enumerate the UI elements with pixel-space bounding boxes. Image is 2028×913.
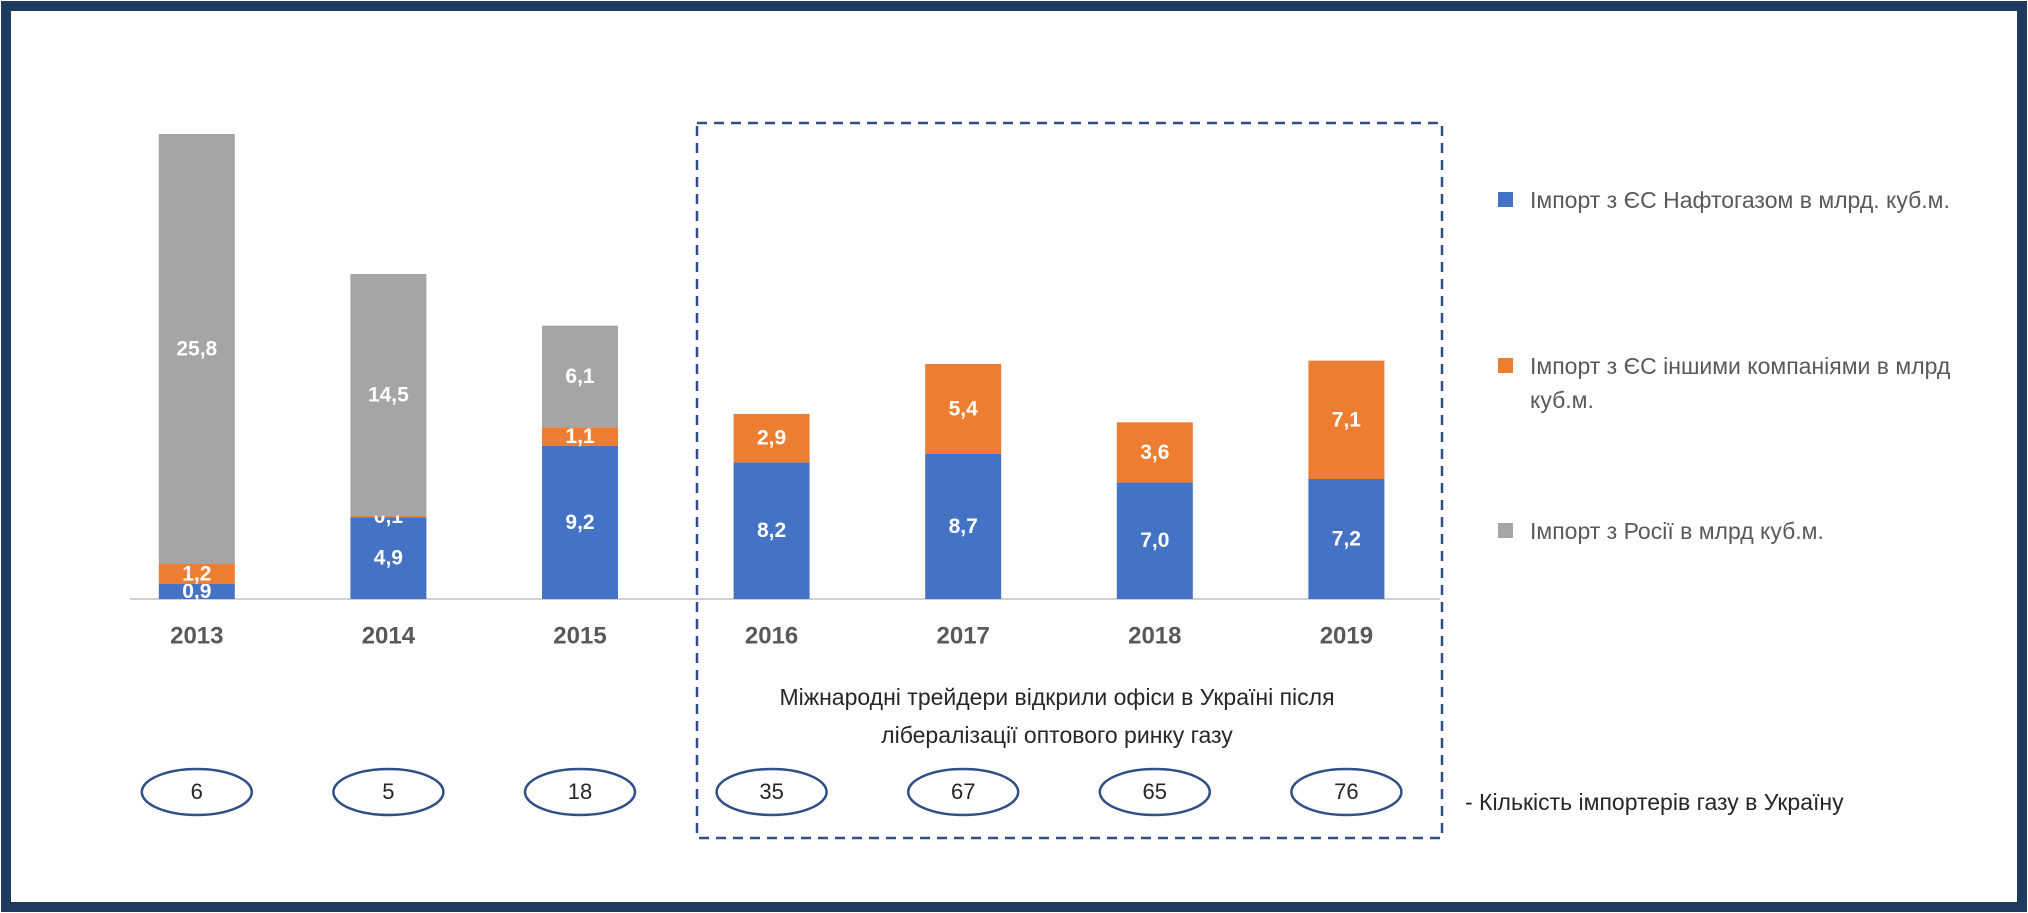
data-label: 5,4 — [949, 398, 979, 421]
bar-segment — [158, 584, 235, 599]
bar-segment — [350, 515, 427, 518]
importer-oval — [1098, 767, 1212, 817]
x-tick-label: 2018 — [1128, 622, 1181, 649]
bar-segment — [1116, 422, 1193, 483]
importer-count: 5 — [382, 779, 394, 804]
bar-segment — [925, 364, 1002, 454]
bar-segment — [1308, 360, 1385, 479]
bar-segment — [350, 274, 427, 516]
bar-segment — [542, 427, 618, 446]
data-label: 3,6 — [1140, 441, 1169, 464]
x-tick-label: 2013 — [170, 622, 223, 649]
importer-count: 18 — [568, 779, 592, 804]
legend-swatch — [1498, 358, 1513, 373]
data-label: 1,2 — [182, 563, 211, 586]
data-label: 25,8 — [176, 338, 217, 361]
x-tick-label: 2016 — [745, 622, 798, 649]
importer-count: 67 — [951, 779, 975, 804]
bar-segment — [1116, 482, 1193, 599]
legend-swatch — [1498, 523, 1513, 538]
data-label: 1,1 — [565, 425, 595, 448]
importer-oval — [523, 767, 637, 817]
data-label: 9,2 — [565, 511, 594, 534]
data-label: 7,2 — [1332, 528, 1361, 551]
data-label: 8,7 — [949, 515, 978, 538]
bar-segment — [350, 517, 427, 599]
importer-oval — [906, 767, 1020, 817]
x-tick-label: 2019 — [1320, 622, 1373, 649]
data-label: 2,9 — [757, 427, 786, 450]
annotation: лібералізації оптового ринку газу — [881, 722, 1233, 748]
x-tick-label: 2014 — [362, 622, 416, 649]
importer-oval — [332, 767, 445, 817]
importer-count: 6 — [191, 779, 203, 804]
data-label: 7,0 — [1140, 529, 1169, 552]
importer-oval — [715, 767, 828, 817]
data-label: 7,1 — [1332, 408, 1362, 431]
bar-segment — [733, 462, 810, 599]
importer-oval — [1290, 767, 1403, 817]
data-label: 0,9 — [182, 580, 211, 603]
bar-segment — [542, 325, 618, 428]
bar-segment — [158, 564, 235, 584]
data-label: 14,5 — [368, 383, 409, 406]
importer-count: 76 — [1334, 779, 1358, 804]
data-label: 6,1 — [565, 365, 595, 388]
annotation: Міжнародні трейдери відкрили офіси в Укр… — [779, 684, 1334, 710]
bar-segment — [542, 445, 618, 599]
legend-swatch — [1498, 192, 1513, 207]
bar-segment — [925, 454, 1002, 599]
bar-segment — [733, 414, 810, 463]
data-label: 4,9 — [374, 547, 403, 570]
legend-label: Імпорт з ЄС іншими компаніями в млрд куб… — [1530, 353, 1951, 413]
bar-segment — [158, 134, 235, 564]
x-tick-label: 2017 — [937, 622, 990, 649]
legend-label: Імпорт з ЄС Нафтогазом в млрд. куб.м. — [1530, 187, 1950, 213]
data-label: 8,2 — [757, 519, 786, 542]
x-tick-label: 2015 — [553, 622, 606, 649]
legend-label: Імпорт з Росії в млрд куб.м. — [1530, 518, 1824, 544]
importer-count: 65 — [1143, 779, 1167, 804]
bar-segment — [1308, 479, 1385, 599]
importer-count: 35 — [759, 779, 783, 804]
importer-oval — [140, 767, 254, 817]
importers-label: - Кількість імпортерів газу в Україну — [1465, 789, 1844, 815]
